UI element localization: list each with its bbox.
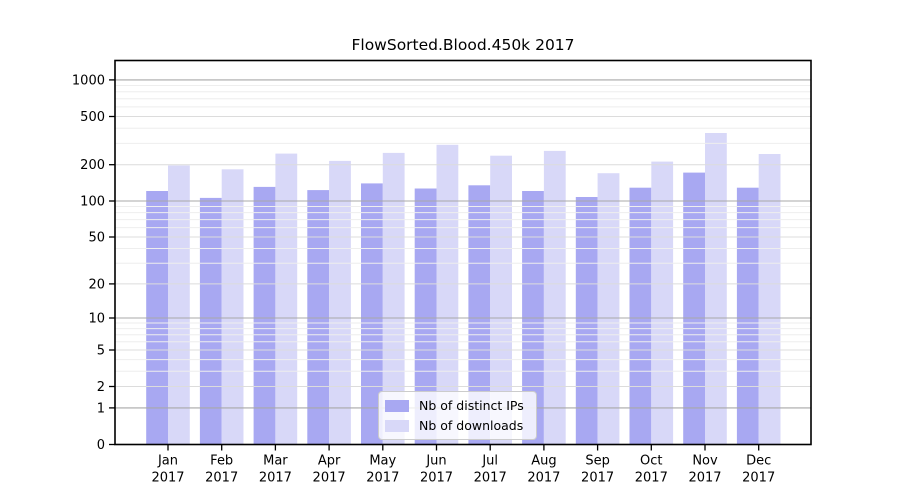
x-tick-label-jul: Jul 2017	[474, 454, 507, 486]
y-tick-label-20: 20	[88, 277, 105, 292]
legend-swatch-distinct-ips	[385, 399, 409, 412]
bar-distinct-ips-apr	[307, 190, 330, 445]
bar-downloads-apr	[329, 160, 351, 445]
bar-distinct-ips-jun	[414, 188, 437, 445]
x-tick-label-dec: Dec 2017	[742, 454, 775, 486]
y-tick-label-500: 500	[80, 110, 105, 125]
bar-distinct-ips-nov	[683, 172, 705, 445]
x-tick-label-oct: Oct 2017	[635, 454, 668, 486]
bar-downloads-feb	[221, 169, 244, 445]
bar-downloads-sep	[597, 173, 620, 445]
y-tick-label-2: 2	[97, 380, 105, 395]
bar-distinct-ips-mar	[253, 186, 276, 445]
x-tick-label-nov: Nov 2017	[688, 454, 721, 486]
bar-distinct-ips-dec	[736, 187, 759, 445]
bar-downloads-jan	[168, 165, 190, 445]
legend-item-distinct-ips: Nb of distinct IPs	[385, 398, 524, 413]
x-tick-label-feb: Feb 2017	[205, 454, 238, 486]
x-tick-label-jun: Jun 2017	[420, 454, 453, 486]
y-tick-label-200: 200	[80, 158, 105, 173]
legend-item-downloads: Nb of downloads	[385, 418, 524, 433]
bar-distinct-ips-sep	[575, 197, 598, 445]
bar-distinct-ips-oct	[629, 187, 652, 445]
bar-downloads-aug	[543, 150, 566, 445]
y-tick-label-0: 0	[97, 438, 105, 453]
bar-downloads-nov	[705, 133, 727, 445]
y-tick-label-5: 5	[97, 344, 105, 359]
x-tick-label-jan: Jan 2017	[151, 454, 184, 486]
plot-frame	[114, 59, 812, 446]
y-tick-label-100: 100	[80, 195, 105, 210]
y-tick-label-1000: 1000	[72, 73, 105, 88]
y-tick-label-10: 10	[88, 312, 105, 327]
bar-distinct-ips-feb	[199, 197, 222, 445]
legend-swatch-downloads	[385, 419, 409, 432]
legend-label-downloads: Nb of downloads	[419, 418, 524, 433]
bar-distinct-ips-jul	[468, 185, 491, 445]
bar-downloads-oct	[651, 161, 674, 445]
x-tick-label-mar: Mar 2017	[259, 454, 292, 486]
bar-downloads-mar	[275, 153, 298, 445]
legend: Nb of distinct IPs Nb of downloads	[378, 391, 537, 440]
chart-title: FlowSorted.Blood.450k 2017	[351, 36, 575, 54]
x-tick-label-aug: Aug 2017	[527, 454, 560, 486]
x-tick-label-sep: Sep 2017	[581, 454, 614, 486]
x-tick-label-apr: Apr 2017	[313, 454, 346, 486]
legend-label-distinct-ips: Nb of distinct IPs	[419, 398, 524, 413]
y-tick-label-1: 1	[97, 401, 105, 416]
y-tick-label-50: 50	[88, 231, 105, 246]
x-tick-label-may: May 2017	[366, 454, 399, 486]
bar-downloads-dec	[758, 154, 781, 445]
